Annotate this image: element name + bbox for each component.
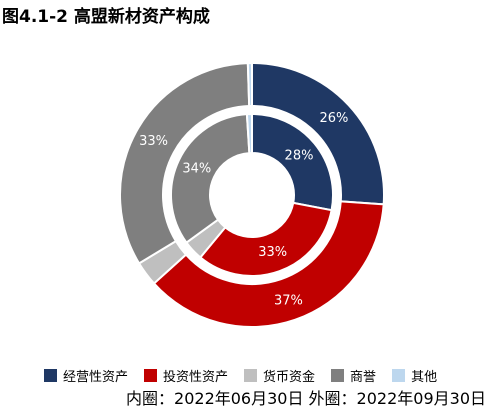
legend-label-other: 其他 — [411, 370, 438, 385]
donut-chart: 28% 33% 34% 26% 37% 33% — [119, 61, 386, 328]
inner-slice-goodwill — [170, 113, 251, 245]
inner-label-investment: 33% — [258, 245, 287, 260]
legend-swatch-operating — [44, 369, 57, 382]
outer-slice-goodwill — [119, 62, 251, 265]
legend-item-goodwill: 商誉 — [331, 366, 376, 385]
ring-date-note: 内圈：2022年06月30日 外圈：2022年09月30日 — [126, 389, 486, 408]
legend-label-goodwill: 商誉 — [350, 370, 377, 385]
legend-swatch-goodwill — [331, 369, 345, 382]
legend-item-other: 其他 — [392, 366, 437, 385]
legend-swatch-cash — [244, 369, 258, 382]
outer-slice-investment — [152, 200, 385, 328]
legend-item-operating: 经营性资产 — [44, 366, 128, 385]
legend-label-cash: 货币资金 — [263, 370, 316, 385]
outer-label-operating: 26% — [320, 111, 349, 126]
outer-slice-other — [246, 61, 253, 108]
legend-label-investment: 投资性资产 — [163, 370, 229, 385]
inner-slice-other — [245, 112, 253, 155]
legend: 经营性资产 投资性资产 货币资金 商誉 其他 — [44, 366, 437, 385]
legend-item-investment: 投资性资产 — [144, 366, 228, 385]
inner-slice-investment — [198, 201, 333, 277]
legend-swatch-investment — [144, 369, 158, 382]
outer-label-goodwill: 33% — [139, 134, 168, 149]
legend-label-operating: 经营性资产 — [63, 370, 129, 385]
chart-title: 图4.1-2 高盟新材资产构成 — [2, 7, 210, 27]
inner-label-operating: 28% — [285, 149, 314, 164]
inner-slice-operating — [251, 112, 334, 212]
inner-label-goodwill: 34% — [182, 162, 211, 177]
outer-label-investment: 37% — [274, 293, 303, 308]
legend-swatch-other — [392, 369, 406, 382]
legend-item-cash: 货币资金 — [244, 366, 315, 385]
